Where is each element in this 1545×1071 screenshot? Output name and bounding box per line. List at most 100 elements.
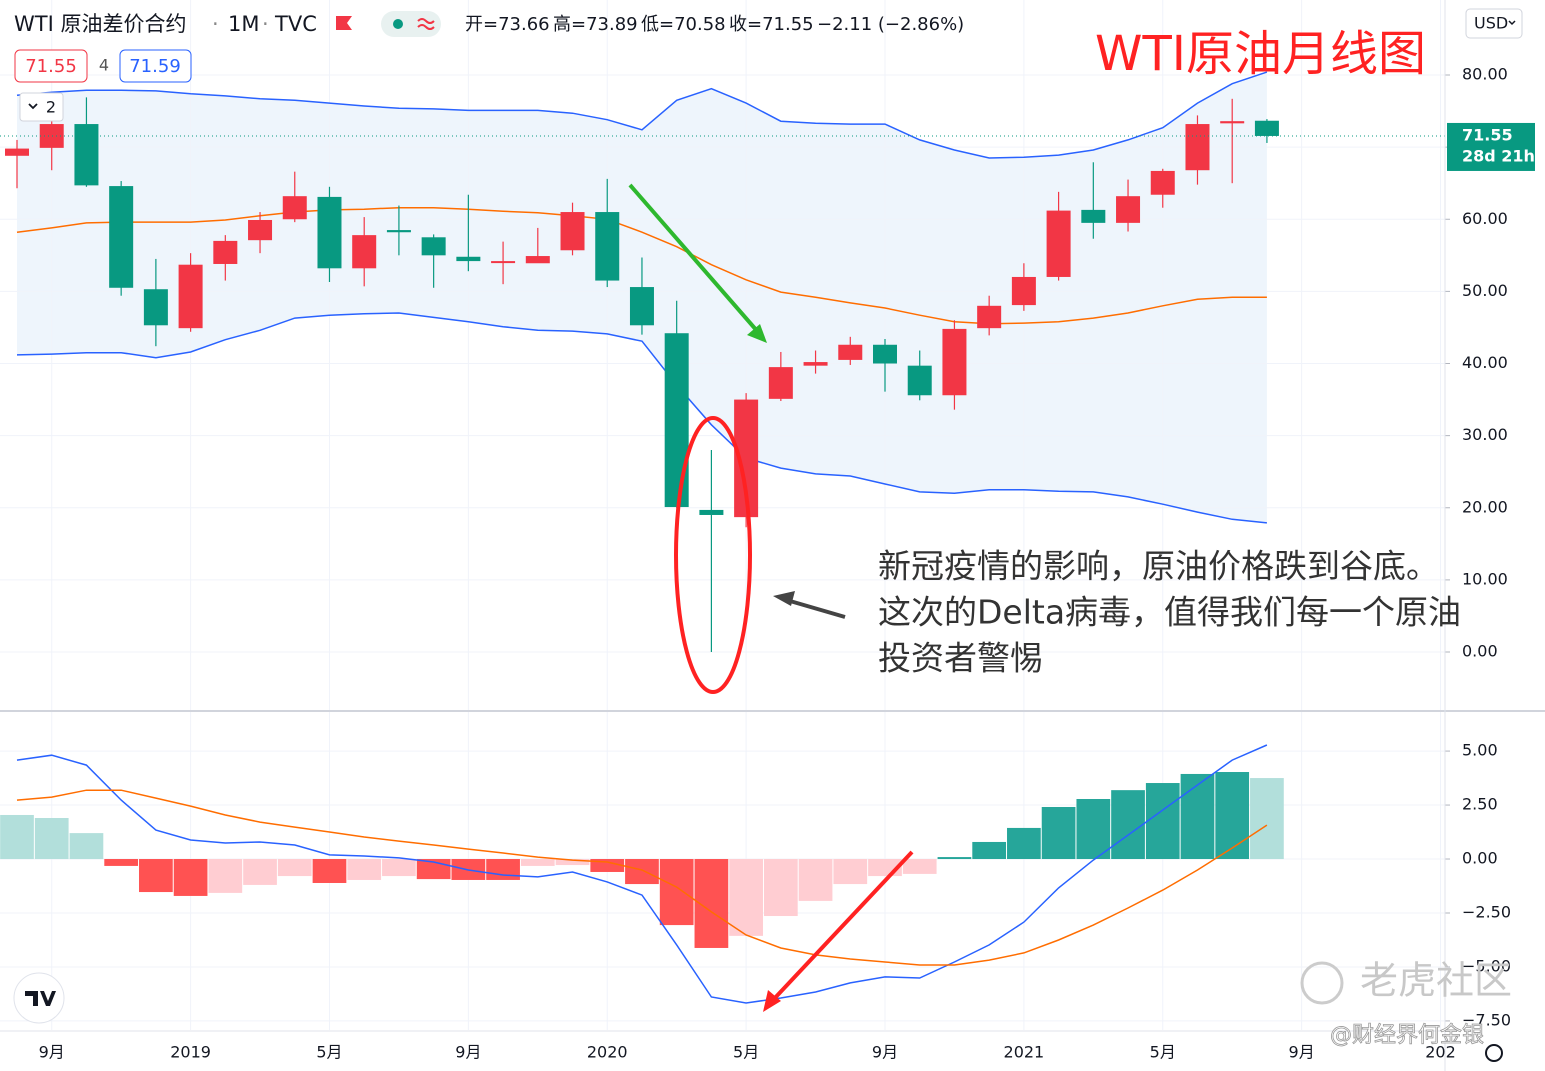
candle-body [629,287,654,326]
candle-body [1220,121,1245,124]
candle-body [386,230,411,233]
candle-body [873,344,897,364]
histogram-bar [902,859,937,874]
candle-body [282,196,307,220]
histogram-bar [659,859,694,926]
y-tick-label: 5.00 [1462,741,1498,760]
candle-body [213,240,238,264]
candle-body [664,333,689,508]
candle-body [525,256,550,264]
candle-body [456,256,481,262]
x-tick-label: 9月 [872,1043,898,1062]
candle-body [1046,210,1071,277]
x-tick-label: 9月 [455,1043,481,1062]
histogram-bar [382,859,416,877]
histogram-bar [1215,772,1250,860]
indicator-count: 2 [46,98,56,117]
ohlc-value: 低=70.58 [641,14,726,35]
status-pill[interactable] [381,11,441,37]
annotation-line: 投资者警惕 [878,639,1043,678]
title-annotation: WTI原油月线图 [1095,26,1426,82]
y-tick-label: −5.00 [1462,956,1511,975]
collapse-button[interactable] [19,92,64,122]
gray-arrow [789,599,846,619]
candle-body [803,362,828,366]
bid-price: 71.55 [25,56,77,77]
macd-line [16,789,1268,966]
highlight-ellipse [674,416,752,694]
candle-body [39,124,64,148]
y-tick-label: −7.50 [1462,1010,1511,1029]
candle-body [907,365,932,396]
x-tick-label: 2020 [587,1043,628,1062]
ask-price: 71.59 [129,56,181,77]
x-tick-label: 5月 [316,1043,342,1062]
candle-body [1150,170,1175,195]
last-price-box [1447,122,1535,171]
ohlc-value: 收=71.55 [729,14,814,35]
exchange: TVC [274,12,317,36]
y-tick-label: 0.00 [1462,642,1498,661]
candle-body [352,235,377,269]
candle-body [1011,276,1036,306]
x-tick-label: 9月 [1289,1043,1315,1062]
histogram-bar [1076,799,1111,860]
last-price: 71.55 [1462,125,1513,144]
histogram-bar [173,859,208,896]
ohlc-value: −2.11 (−2.86%) [817,14,964,35]
bid-box[interactable] [14,49,88,83]
candle-body [699,509,724,515]
status-dot [393,19,403,29]
histogram-bar [555,859,590,866]
symbol: WTI 原油差价合约 [14,12,186,36]
logo[interactable] [13,972,65,1024]
macd-line [16,744,1268,1004]
x-tick-label: 9月 [39,1043,65,1062]
histogram-bar [347,859,382,880]
interval[interactable]: 1M [228,12,259,36]
candle-body [1116,196,1141,223]
credit: @财经界何金银 [1330,1023,1484,1048]
wave-icon [417,18,435,30]
ohlc-value: 开=73.66 [465,14,550,35]
y-tick-label: 50.00 [1462,281,1508,300]
logo-mark [25,991,56,1006]
currency: USD [1474,14,1508,33]
x-tick-label: 5月 [1150,1043,1176,1062]
histogram-bar [1041,806,1076,860]
y-tick-label: 0.00 [1462,849,1498,868]
y-tick-label: 80.00 [1462,65,1508,84]
ask-box[interactable] [119,49,192,83]
histogram-bar [1145,783,1180,860]
candle-body [178,264,203,329]
band-line [16,71,1268,159]
settings-icon[interactable] [1485,1044,1503,1062]
histogram-bar [972,841,1007,860]
histogram-bar [486,859,520,880]
histogram-bar [312,859,347,883]
y-tick-label: −2.50 [1462,902,1511,921]
histogram-bar [763,859,798,917]
histogram-bar [625,859,659,885]
histogram-bar [139,859,173,893]
candle-body [595,212,620,281]
last-price-time: 28d 21h [1462,146,1535,165]
histogram-bar [833,859,868,885]
band-line [16,312,1267,524]
histogram-bar [1111,790,1145,860]
annotation-line: 这次的Delta病毒，值得我们每一个原油 [878,593,1461,632]
watermark: 老虎社区 [1360,959,1512,1003]
candle-body [1185,124,1210,171]
histogram-bar [729,859,763,936]
histogram-bar [798,859,833,901]
candle-body [109,186,134,288]
chevron [28,103,38,110]
histogram-bar [69,833,104,860]
histogram-bar [0,814,34,860]
candle-body [977,305,1002,329]
histogram-bar [1250,778,1284,860]
flag-icon[interactable] [336,16,352,30]
histogram-bar [208,859,243,893]
separator: · [212,12,219,36]
currency-button[interactable] [1465,8,1523,39]
